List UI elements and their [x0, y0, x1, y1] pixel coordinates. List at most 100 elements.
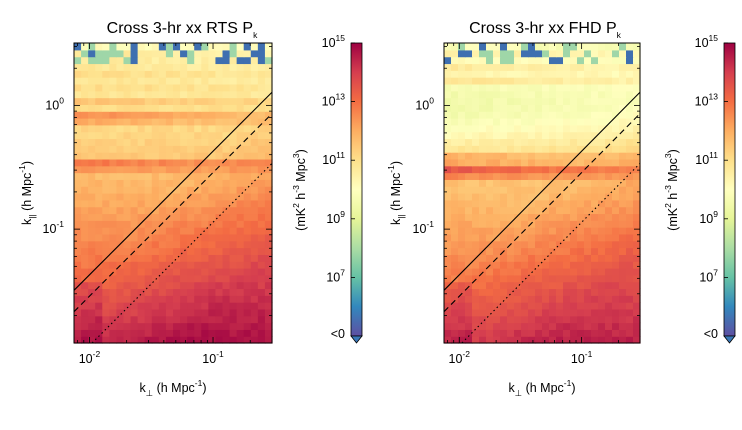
heatmap-cell — [451, 329, 459, 337]
heatmap-cell — [465, 145, 473, 153]
heatmap-cell — [95, 158, 103, 167]
heatmap-cell — [493, 322, 501, 330]
heatmap-cell — [123, 213, 132, 221]
heatmap-cell — [521, 281, 529, 290]
heatmap-cell — [500, 302, 508, 310]
heatmap-cell — [257, 97, 266, 105]
heatmap-cell — [444, 145, 452, 153]
heatmap-cell — [584, 138, 592, 146]
heatmap-cell — [102, 281, 110, 290]
heatmap-cell — [222, 281, 231, 290]
heatmap-cell — [222, 145, 231, 153]
heatmap-cell — [229, 56, 238, 65]
heatmap-cell — [208, 49, 217, 58]
heatmap-cell — [486, 233, 494, 242]
heatmap-cell — [109, 336, 118, 344]
heatmap-cell — [222, 227, 231, 235]
heatmap-cell — [451, 77, 459, 85]
heatmap-cell — [109, 70, 118, 78]
heatmap-cell — [444, 193, 452, 201]
heatmap-cell — [158, 193, 167, 201]
heatmap-cell — [215, 233, 224, 242]
heatmap-cell — [229, 186, 238, 194]
heatmap-cell — [633, 49, 641, 58]
heatmap-cell — [570, 322, 578, 330]
heatmap-cell — [208, 179, 217, 187]
heatmap-cell — [137, 158, 146, 167]
heatmap-cell — [264, 268, 273, 276]
heatmap-cell — [563, 240, 571, 249]
heatmap-cell — [549, 152, 557, 160]
heatmap-cell — [535, 308, 543, 317]
heatmap-cell — [626, 83, 634, 92]
heatmap-cell — [542, 240, 550, 249]
heatmap-cell — [215, 138, 224, 146]
heatmap-cell — [81, 199, 89, 208]
heatmap-cell — [88, 193, 96, 201]
heatmap-cell — [165, 118, 174, 126]
heatmap-cell — [194, 322, 202, 330]
heatmap-cell — [81, 165, 89, 174]
colorbar-label: (mK2 h-3 Mpc3) — [663, 149, 680, 231]
x-axis-ticks: 10-2 10-1 — [77, 43, 251, 366]
heatmap-cell — [229, 308, 238, 317]
heatmap-cell — [102, 288, 110, 296]
heatmap-cell — [250, 227, 259, 235]
heatmap-cell — [500, 49, 508, 58]
heatmap-cell — [257, 138, 266, 146]
heatmap-cell — [137, 56, 146, 65]
heatmap-cell — [187, 193, 195, 201]
heatmap-cell — [486, 295, 494, 303]
heatmap-cell — [493, 77, 501, 85]
heatmap-cell — [458, 49, 466, 58]
heatmap-cell — [570, 70, 578, 78]
heatmap-cell — [472, 138, 480, 146]
heatmap-cell — [102, 322, 110, 330]
heatmap-cell — [123, 274, 132, 283]
heatmap-cell — [472, 97, 480, 105]
heatmap-cell — [229, 213, 238, 221]
heatmap-cell — [81, 158, 89, 167]
heatmap-cell — [626, 70, 634, 78]
heatmap-cell — [598, 90, 606, 99]
heatmap-cell — [130, 179, 139, 187]
overlay-line-dashed — [73, 113, 273, 313]
heatmap-cell — [222, 152, 231, 160]
heatmap-cell — [535, 288, 543, 296]
heatmap-cell — [514, 152, 522, 160]
heatmap-cell — [123, 315, 132, 324]
heatmap-cell — [458, 90, 466, 99]
heatmap-cell — [479, 152, 487, 160]
heatmap-cell — [612, 329, 620, 337]
heatmap-cell — [208, 138, 217, 146]
heatmap-cell — [208, 206, 217, 215]
heatmap-cell — [570, 268, 578, 276]
heatmap-cell — [535, 49, 543, 58]
heatmap-cell — [458, 302, 466, 310]
heatmap-cell — [458, 158, 466, 167]
heatmap-cell — [605, 206, 613, 215]
heatmap-cell — [243, 111, 252, 119]
heatmap-cell — [109, 138, 118, 146]
heatmap-cell — [542, 233, 550, 242]
heatmap-cell — [444, 254, 452, 262]
heatmap-cell — [102, 227, 110, 235]
heatmap-cell — [514, 322, 522, 330]
heatmap-cell — [451, 213, 459, 221]
heatmap-cell — [74, 49, 82, 58]
heatmap-cell — [88, 63, 96, 71]
heatmap-cell — [507, 111, 515, 119]
heatmap-cell — [201, 295, 209, 303]
heatmap-cell — [626, 165, 634, 174]
heatmap-cell — [173, 179, 181, 187]
heatmap-cell — [528, 111, 536, 119]
heatmap-cell — [451, 288, 459, 296]
heatmap-cell — [95, 302, 103, 310]
heatmap-cell — [116, 336, 125, 344]
heatmap-cell — [229, 77, 238, 85]
heatmap-cell — [236, 240, 245, 249]
heatmap-cell — [472, 227, 480, 235]
heatmap-cell — [605, 261, 613, 269]
heatmap-cell — [563, 152, 571, 160]
heatmap-cell — [563, 145, 571, 153]
